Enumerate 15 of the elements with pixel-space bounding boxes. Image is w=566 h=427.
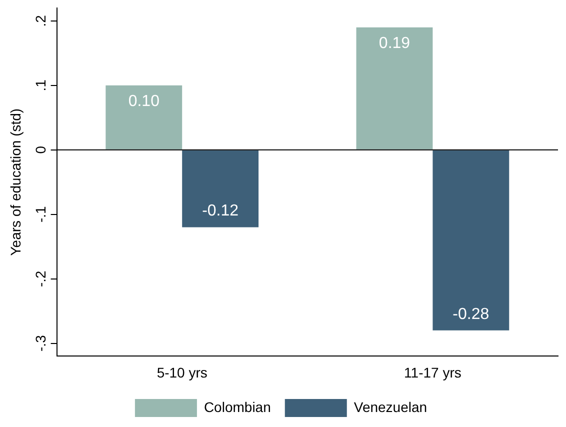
data-label: 0.19 <box>378 34 410 52</box>
y-tick-label: -.2 <box>32 270 49 287</box>
y-axis-title: Years of education (std) <box>7 108 24 256</box>
y-tick-label: -.3 <box>32 334 49 352</box>
y-tick-label: 0 <box>32 146 49 154</box>
y-tick-label: .2 <box>32 14 49 27</box>
x-tick-label: 5-10 yrs <box>156 364 208 380</box>
y-tick-label: .1 <box>32 79 49 92</box>
x-tick-label: 11-17 yrs <box>404 364 462 380</box>
data-label: 0.10 <box>128 92 160 110</box>
legend-label: Colombian <box>204 398 271 415</box>
data-label: -0.12 <box>202 202 239 220</box>
y-tick-label: -.1 <box>32 206 49 223</box>
data-label: -0.28 <box>452 306 490 323</box>
legend-label: Venezuelan <box>354 398 428 415</box>
